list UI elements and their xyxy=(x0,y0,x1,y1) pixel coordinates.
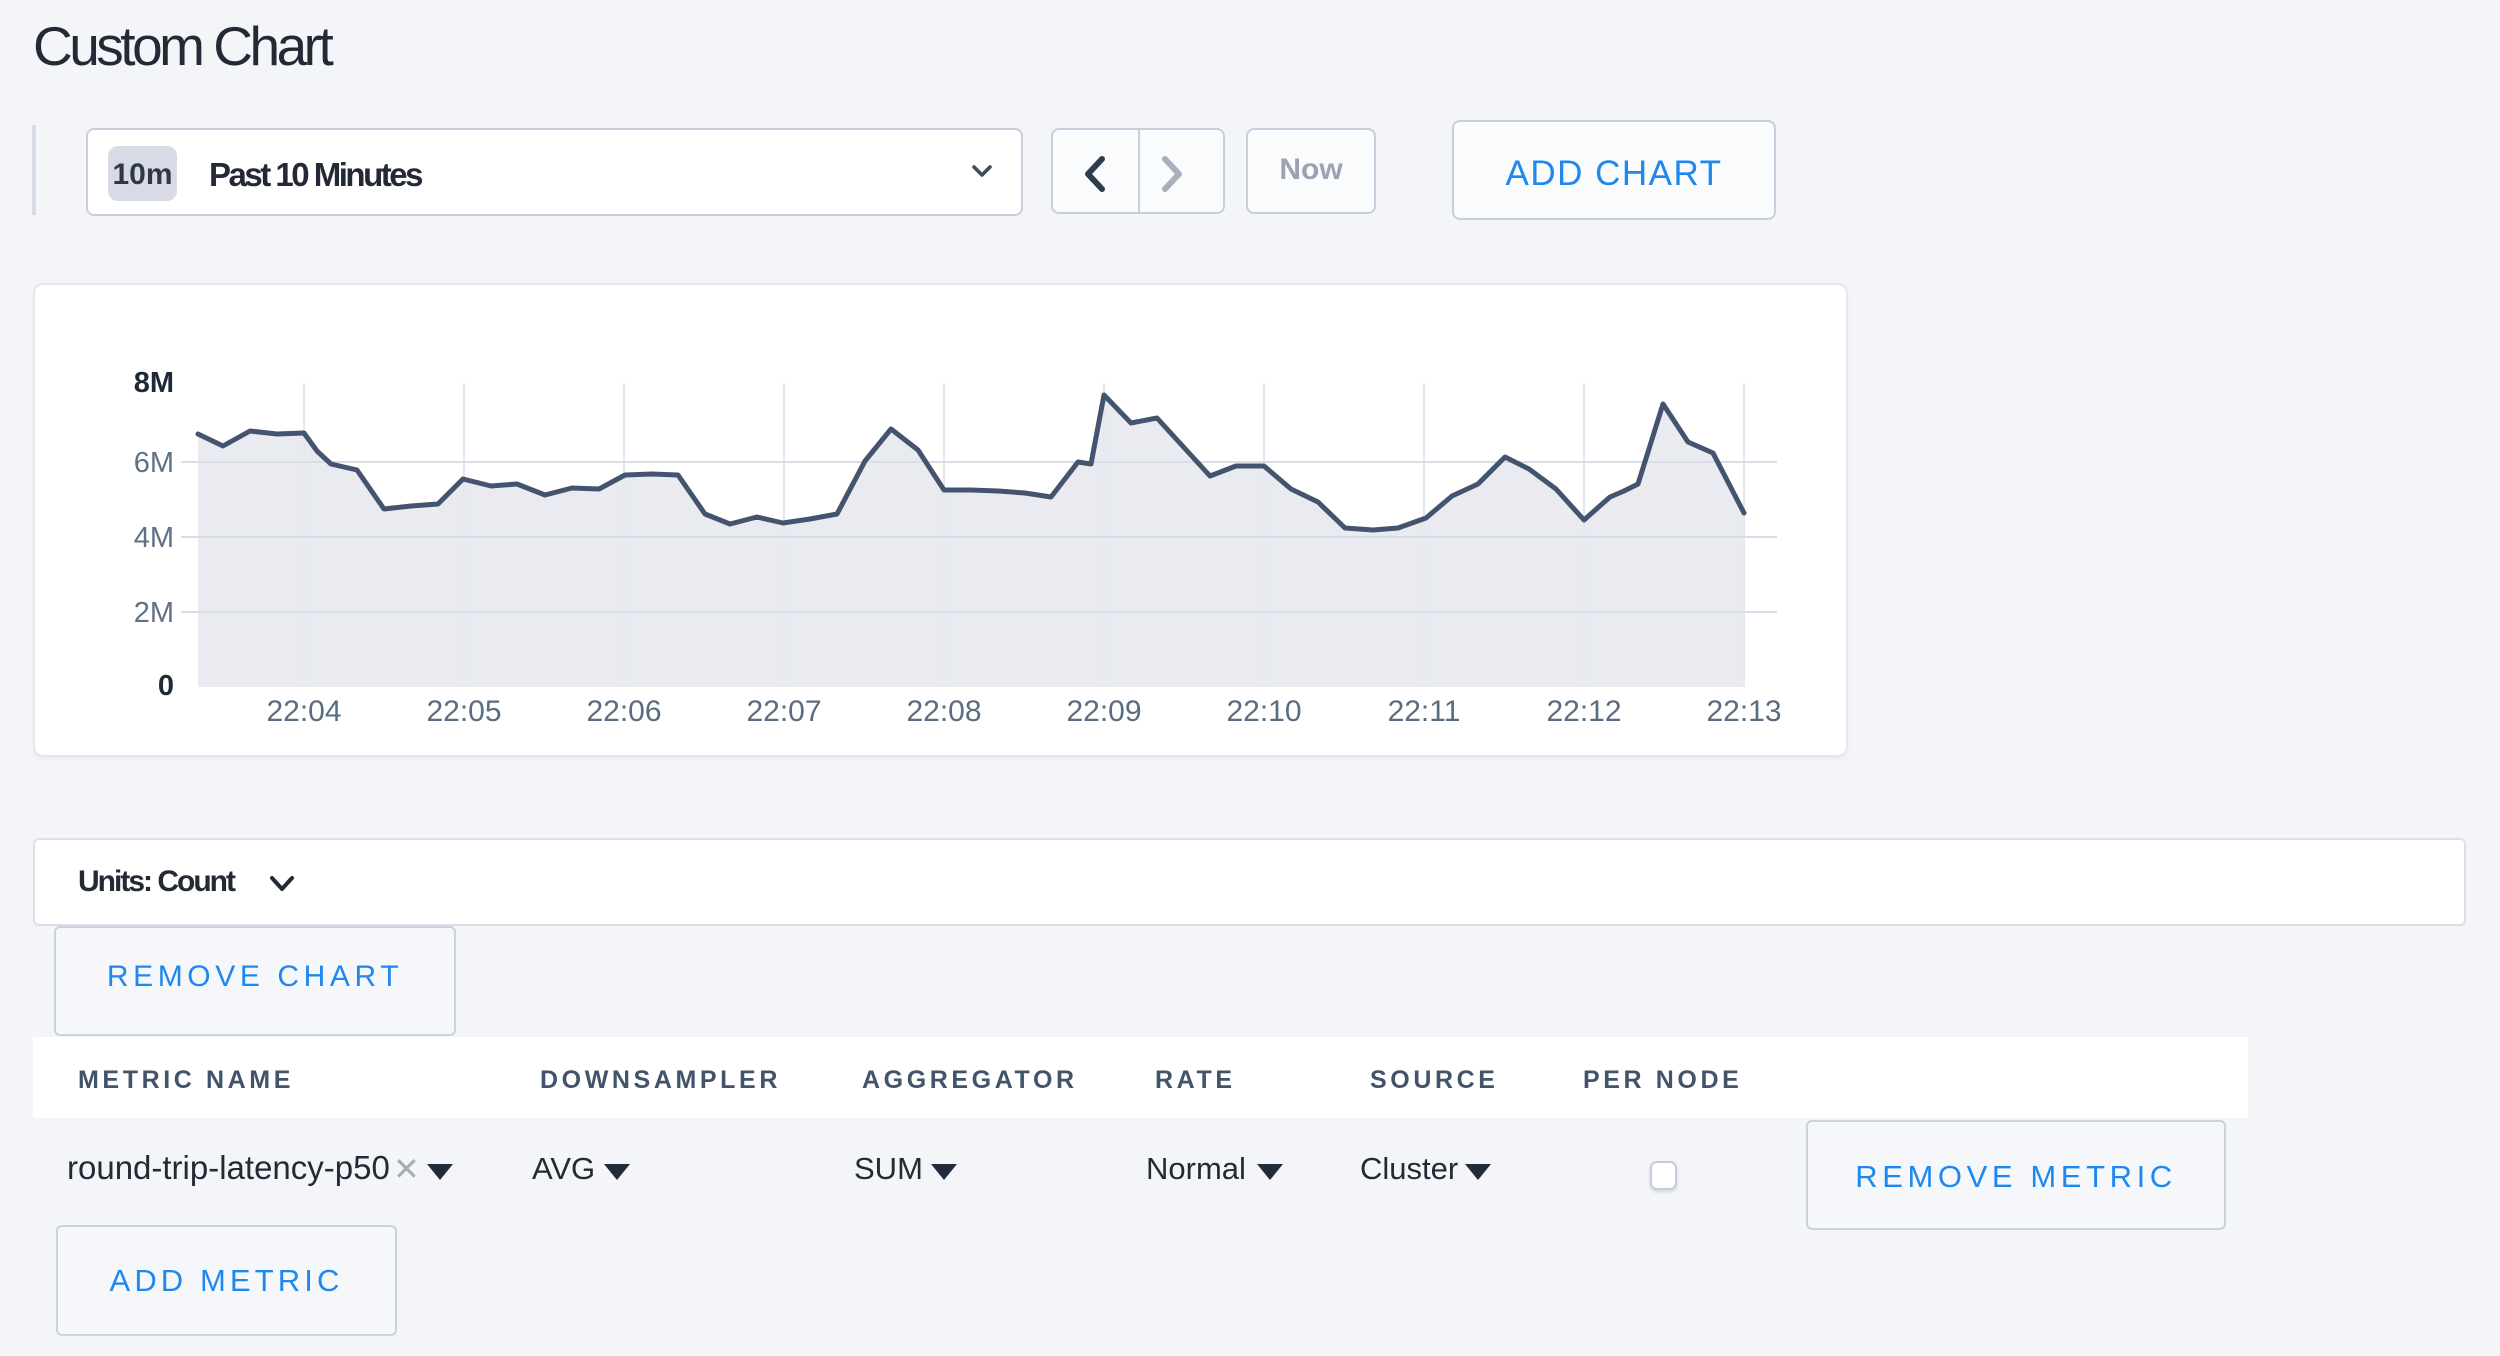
svg-text:22:04: 22:04 xyxy=(266,695,341,728)
svg-text:22:05: 22:05 xyxy=(426,695,501,728)
svg-text:8M: 8M xyxy=(134,367,174,399)
svg-text:22:10: 22:10 xyxy=(1226,695,1301,728)
svg-text:6M: 6M xyxy=(134,447,174,479)
svg-text:2M: 2M xyxy=(134,597,174,629)
svg-text:22:12: 22:12 xyxy=(1546,695,1621,728)
svg-text:22:08: 22:08 xyxy=(906,695,981,728)
svg-text:22:06: 22:06 xyxy=(586,695,661,728)
svg-text:4M: 4M xyxy=(134,522,174,554)
svg-text:0: 0 xyxy=(158,670,174,702)
svg-text:22:13: 22:13 xyxy=(1706,695,1781,728)
svg-text:22:09: 22:09 xyxy=(1066,695,1141,728)
svg-text:22:11: 22:11 xyxy=(1388,695,1461,728)
svg-text:22:07: 22:07 xyxy=(746,695,821,728)
